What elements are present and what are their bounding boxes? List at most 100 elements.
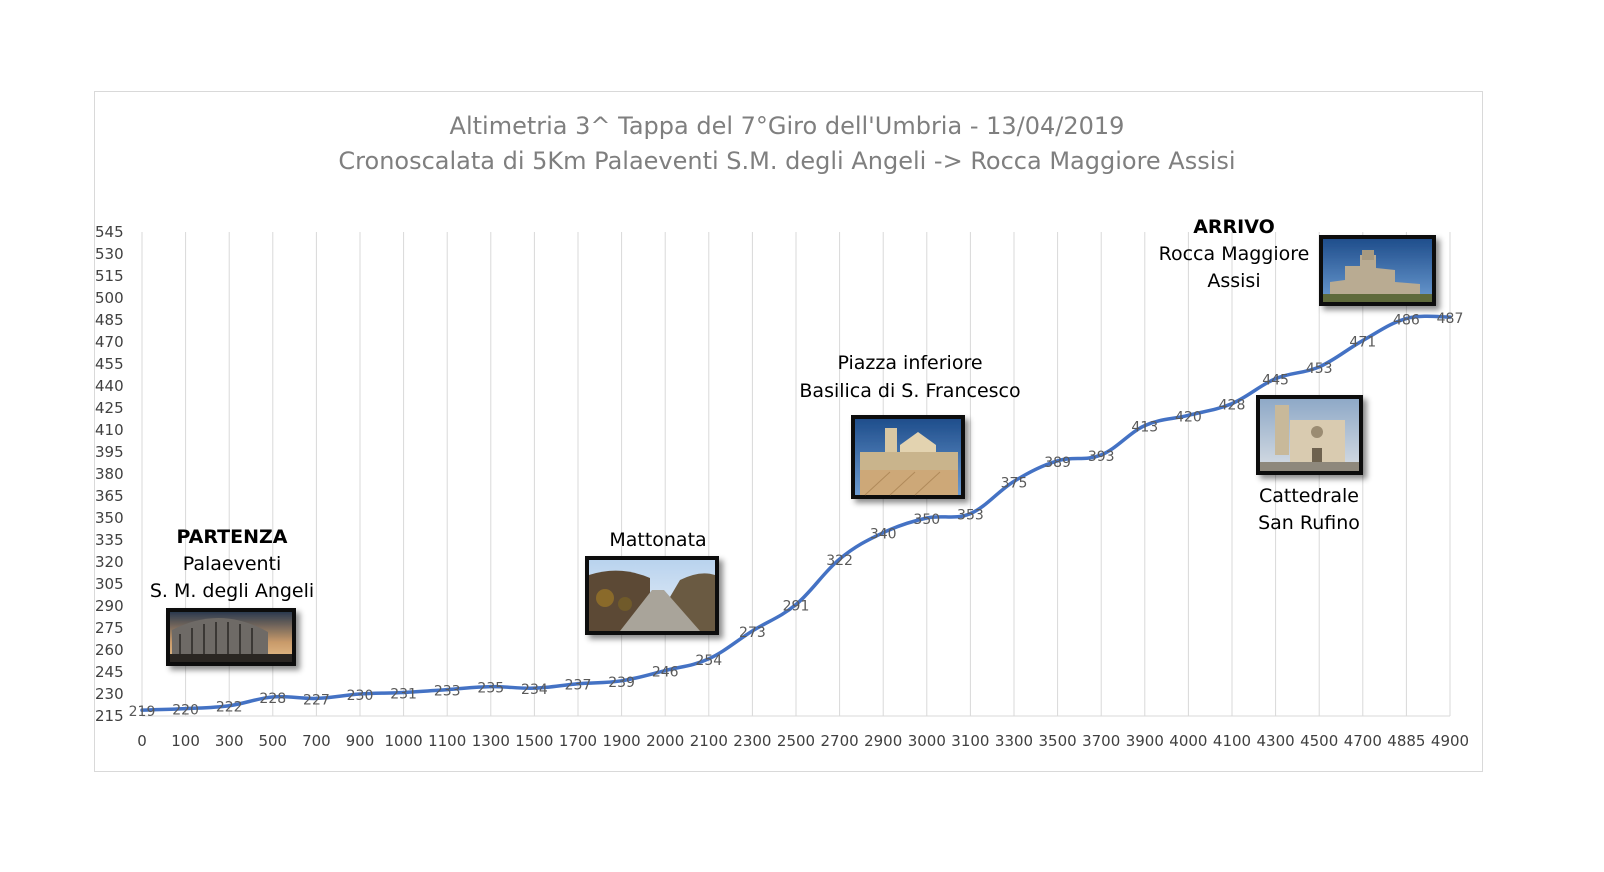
x-tick-label: 2300 [733, 732, 771, 750]
annotation-basilica: Piazza inferiore Basilica di S. Francesc… [799, 352, 1021, 499]
x-tick-label: 2900 [864, 732, 902, 750]
data-label: 350 [913, 512, 940, 528]
x-tick-label: 4900 [1431, 732, 1469, 750]
x-tick-label: 2500 [777, 732, 815, 750]
data-label: 389 [1044, 455, 1071, 471]
y-tick-label: 350 [95, 509, 124, 527]
data-label: 231 [390, 687, 417, 703]
y-tick-label: 230 [95, 685, 124, 703]
data-label: 291 [783, 599, 810, 615]
mattonata-photo [585, 556, 719, 635]
x-tick-label: 2100 [690, 732, 728, 750]
x-tick-label: 100 [171, 732, 200, 750]
data-label: 237 [565, 678, 592, 694]
data-label: 273 [739, 625, 766, 641]
data-label: 235 [477, 681, 504, 697]
y-tick-label: 290 [95, 597, 124, 615]
data-label: 219 [129, 704, 156, 720]
y-tick-label: 245 [95, 663, 124, 681]
x-tick-label: 1700 [559, 732, 597, 750]
y-tick-label: 410 [95, 421, 124, 439]
annotation-arrivo: ARRIVO Rocca Maggiore Assisi [1159, 216, 1436, 306]
annotation-basilica-line-1: Piazza inferiore [837, 352, 982, 374]
x-tick-label: 1100 [428, 732, 466, 750]
data-label: 220 [172, 703, 199, 719]
x-tick-label: 4885 [1387, 732, 1425, 750]
x-tick-label: 4300 [1257, 732, 1295, 750]
data-label: 375 [1001, 475, 1028, 491]
annotation-cattedrale-line-1: Cattedrale [1259, 485, 1359, 507]
palaeventi-photo [166, 608, 296, 666]
annotation-partenza: PARTENZA Palaeventi S. M. degli Angeli [150, 526, 314, 666]
chart-subtitle: Cronoscalata di 5Km Palaeventi S.M. degl… [338, 147, 1235, 175]
chart-title: Altimetria 3^ Tappa del 7°Giro dell'Umbr… [450, 112, 1125, 140]
y-tick-label: 215 [95, 707, 124, 725]
data-label: 254 [695, 653, 722, 669]
x-tick-label: 300 [215, 732, 244, 750]
y-tick-label: 485 [95, 311, 124, 329]
x-tick-label: 4700 [1344, 732, 1382, 750]
x-tick-label: 2000 [646, 732, 684, 750]
x-tick-label: 3300 [995, 732, 1033, 750]
data-label: 487 [1437, 311, 1464, 327]
y-tick-label: 275 [95, 619, 124, 637]
data-label: 353 [957, 508, 984, 524]
data-labels: 219 220 222 228 227 230 231 233 235 234 237 239 246 2… [129, 311, 1464, 720]
y-tick-label: 545 [95, 223, 124, 241]
data-label: 340 [870, 527, 897, 543]
chart-area-frame [94, 91, 1483, 772]
y-tick-label: 395 [95, 443, 124, 461]
annotation-arrivo-line-2: Assisi [1207, 270, 1260, 292]
y-tick-label: 440 [95, 377, 124, 395]
data-label: 246 [652, 665, 679, 681]
x-tick-label: 2700 [821, 732, 859, 750]
y-tick-label: 530 [95, 245, 124, 263]
elevation-line [140, 314, 1452, 712]
x-tick-label: 1300 [472, 732, 510, 750]
y-axis: 215 230 245 260 275 290 305 320 335 350 365 380 395 4… [95, 223, 124, 725]
y-tick-label: 320 [95, 553, 124, 571]
x-tick-label: 4000 [1169, 732, 1207, 750]
x-tick-label: 3900 [1126, 732, 1164, 750]
annotation-cattedrale-line-2: San Rufino [1258, 512, 1360, 534]
data-label: 393 [1088, 449, 1115, 465]
x-tick-label: 3700 [1082, 732, 1120, 750]
annotation-partenza-line-2: S. M. degli Angeli [150, 580, 314, 602]
basilica-photo [851, 415, 965, 499]
x-tick-label: 1900 [603, 732, 641, 750]
annotation-cattedrale: Cattedrale San Rufino [1256, 395, 1363, 534]
x-tick-label: 3500 [1039, 732, 1077, 750]
x-tick-label: 0 [137, 732, 147, 750]
y-tick-label: 500 [95, 289, 124, 307]
elevation-series [140, 314, 1452, 712]
data-label: 413 [1131, 420, 1158, 436]
data-label: 322 [826, 553, 853, 569]
data-label: 239 [608, 675, 635, 691]
data-label: 420 [1175, 409, 1202, 425]
y-tick-label: 305 [95, 575, 124, 593]
annotation-arrivo-header: ARRIVO [1193, 216, 1275, 238]
x-tick-label: 3100 [951, 732, 989, 750]
x-tick-label: 700 [302, 732, 331, 750]
data-label: 428 [1219, 398, 1246, 414]
annotation-basilica-line-2: Basilica di S. Francesco [799, 380, 1020, 402]
rocca-photo [1319, 235, 1436, 306]
cattedrale-photo [1256, 395, 1363, 475]
data-label: 453 [1306, 361, 1333, 377]
data-label: 230 [347, 688, 374, 704]
data-label: 234 [521, 682, 548, 698]
x-tick-label: 3000 [908, 732, 946, 750]
data-label: 471 [1349, 335, 1376, 351]
y-tick-label: 425 [95, 399, 124, 417]
y-tick-label: 515 [95, 267, 124, 285]
x-tick-label: 1000 [385, 732, 423, 750]
x-tick-label: 4100 [1213, 732, 1251, 750]
x-tick-label: 900 [346, 732, 375, 750]
x-tick-label: 1500 [515, 732, 553, 750]
annotation-mattonata-line-1: Mattonata [609, 529, 706, 551]
annotation-mattonata: Mattonata [585, 529, 719, 635]
annotation-partenza-line-1: Palaeventi [183, 553, 282, 575]
y-tick-label: 260 [95, 641, 124, 659]
y-tick-label: 380 [95, 465, 124, 483]
